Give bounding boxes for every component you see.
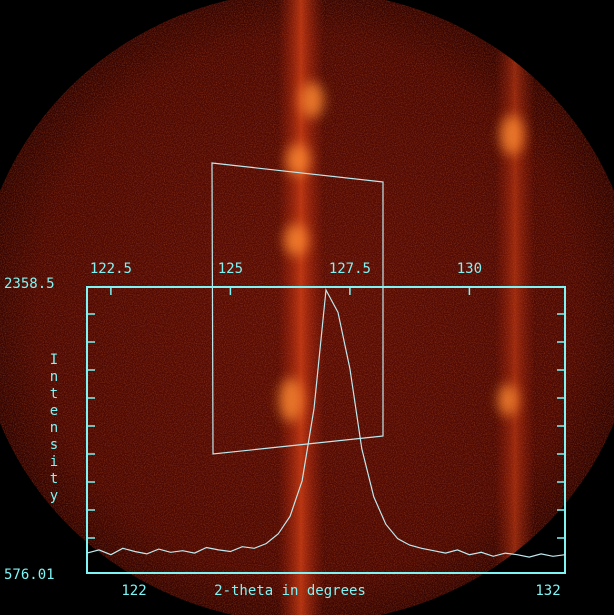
x-tick-label: 122.5 xyxy=(90,261,132,277)
y-min-label: 576.01 xyxy=(4,567,55,583)
x-min-label: 122 xyxy=(121,583,146,599)
selection-box xyxy=(211,162,384,455)
x-tick-label: 130 xyxy=(457,261,482,277)
x-tick-label: 125 xyxy=(218,261,243,277)
x-tick-label: 127.5 xyxy=(329,261,371,277)
x-axis-label: 2-theta in degrees xyxy=(214,583,366,599)
frame-ticks xyxy=(87,313,565,539)
x-max-label: 132 xyxy=(535,583,560,599)
y-max-label: 2358.5 xyxy=(4,276,55,292)
plot-frame xyxy=(86,286,566,574)
intensity-line xyxy=(86,287,566,558)
